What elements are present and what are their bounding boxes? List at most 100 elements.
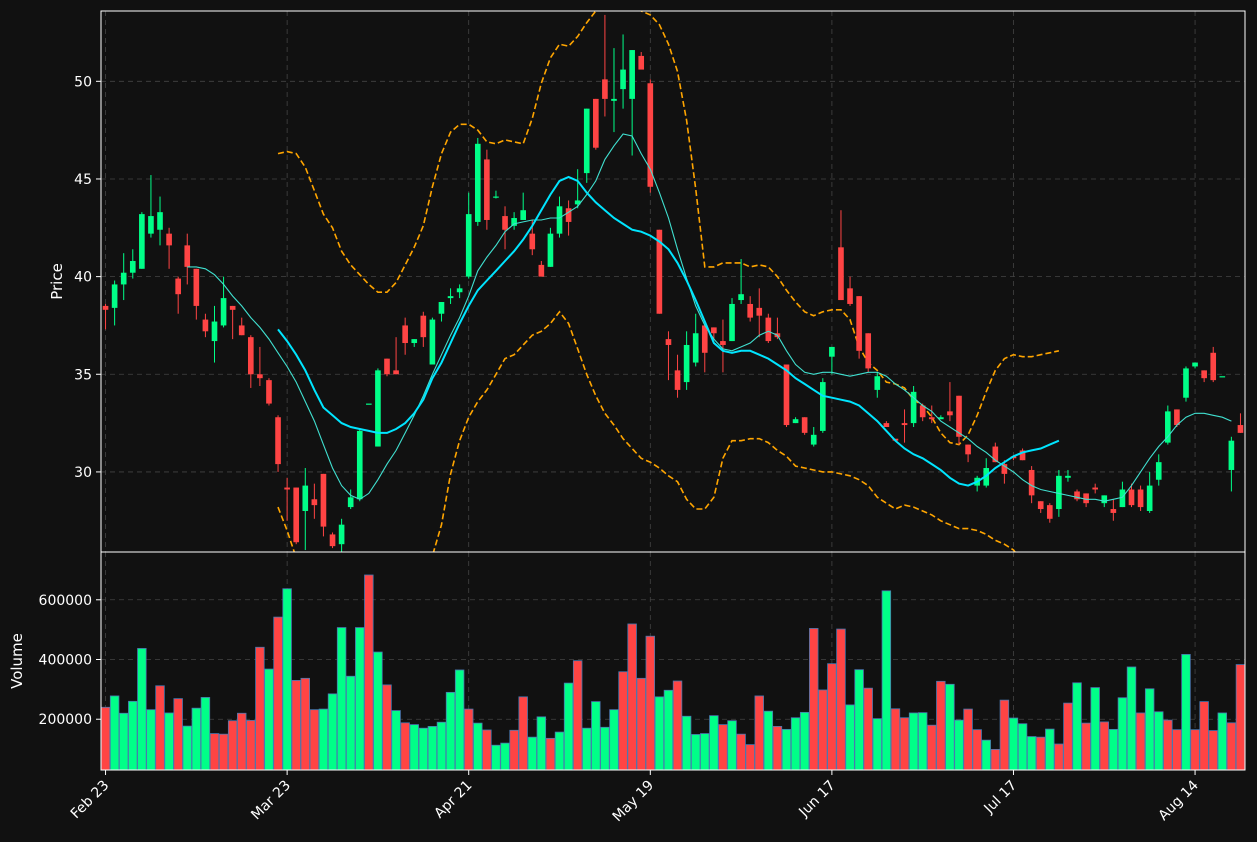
candle-body bbox=[247, 337, 254, 375]
volume-bar bbox=[218, 733, 229, 770]
candle bbox=[266, 378, 272, 406]
volume-bar bbox=[827, 663, 837, 770]
volume-bar bbox=[109, 695, 120, 770]
volume-bar bbox=[373, 651, 383, 770]
volume-bar bbox=[355, 627, 365, 770]
candle bbox=[583, 108, 590, 183]
candle-body bbox=[338, 524, 345, 545]
candle-body bbox=[302, 485, 309, 511]
volume-bar bbox=[718, 724, 728, 770]
price-panel: 30 35 40 45 50 Price bbox=[48, 10, 1246, 553]
volume-bar bbox=[345, 675, 356, 770]
volume-bar bbox=[881, 590, 892, 770]
candle bbox=[402, 317, 408, 355]
candle-body bbox=[783, 364, 790, 426]
candle bbox=[838, 210, 844, 301]
candle bbox=[1228, 436, 1235, 492]
candle-body bbox=[238, 325, 245, 336]
price-y-ticks: 30 35 40 45 50 bbox=[74, 74, 101, 481]
candle-body bbox=[257, 374, 263, 379]
price-y-tick-label: 30 bbox=[74, 465, 92, 481]
candle-body bbox=[838, 247, 844, 301]
candle-body bbox=[692, 333, 699, 363]
volume-bar bbox=[182, 725, 192, 770]
candle bbox=[1128, 483, 1135, 508]
candle bbox=[674, 354, 681, 398]
candle-body bbox=[1137, 489, 1144, 508]
volume-bar bbox=[1008, 717, 1019, 770]
candlesticks bbox=[102, 14, 1244, 552]
volume-bar bbox=[572, 660, 583, 770]
candle bbox=[129, 249, 136, 279]
candle bbox=[393, 337, 399, 375]
volume-bar bbox=[754, 695, 764, 770]
candle bbox=[175, 276, 181, 314]
candle-body bbox=[320, 473, 327, 527]
candle-body bbox=[538, 264, 545, 277]
candle-body bbox=[611, 98, 617, 101]
candle bbox=[538, 260, 545, 277]
candle-body bbox=[919, 405, 926, 418]
volume-bar bbox=[527, 736, 537, 770]
candle-body bbox=[502, 216, 508, 230]
candle-body bbox=[593, 98, 599, 148]
volume-bar bbox=[327, 693, 338, 770]
bollinger-lower-line bbox=[277, 310, 1017, 552]
volume-bar bbox=[1144, 688, 1155, 770]
candle bbox=[329, 532, 336, 549]
candle-body bbox=[366, 403, 372, 405]
candle-body bbox=[638, 55, 645, 70]
volume-bar bbox=[554, 731, 565, 770]
volume-bar bbox=[509, 729, 519, 770]
volume-bar bbox=[264, 668, 274, 770]
candle bbox=[574, 169, 581, 209]
volume-bar bbox=[545, 737, 556, 770]
volume-bar bbox=[191, 707, 202, 770]
candle bbox=[965, 444, 971, 463]
volume-bar bbox=[418, 727, 429, 770]
candle bbox=[1146, 471, 1153, 513]
candle-body bbox=[111, 284, 118, 308]
candle bbox=[1065, 469, 1071, 482]
volume-bar bbox=[118, 712, 129, 770]
candle bbox=[947, 382, 953, 422]
volume-bar bbox=[990, 748, 1001, 770]
candle bbox=[275, 415, 281, 472]
candle-body bbox=[883, 423, 890, 428]
candle-body bbox=[629, 50, 635, 99]
volume-bar bbox=[1126, 666, 1137, 770]
candle-body bbox=[1228, 440, 1235, 470]
candle-body bbox=[792, 419, 799, 424]
candle bbox=[420, 311, 427, 347]
candle bbox=[701, 325, 708, 373]
volume-bar bbox=[1190, 729, 1200, 770]
candle-body bbox=[447, 296, 454, 299]
candle-body bbox=[1056, 475, 1062, 510]
candle bbox=[484, 149, 490, 230]
volume-bar bbox=[654, 696, 665, 770]
volume-bar bbox=[164, 712, 174, 770]
candle bbox=[629, 50, 635, 156]
candle bbox=[992, 442, 999, 463]
candle bbox=[593, 98, 599, 150]
volume-bar bbox=[845, 704, 855, 770]
candle bbox=[157, 196, 163, 246]
candle-body bbox=[992, 446, 999, 463]
volume-bar bbox=[627, 623, 637, 770]
candle bbox=[520, 192, 527, 220]
candle-body bbox=[756, 307, 763, 316]
sma-long-line bbox=[277, 175, 1060, 487]
volume-bar bbox=[745, 744, 755, 770]
candle-body bbox=[356, 430, 363, 500]
candle bbox=[611, 48, 617, 133]
candle bbox=[139, 212, 145, 269]
volume-bar bbox=[1026, 736, 1037, 770]
volume-bar bbox=[763, 710, 774, 770]
candle bbox=[474, 137, 481, 226]
candle-body bbox=[1155, 462, 1162, 480]
candle bbox=[102, 303, 109, 330]
volume-bar bbox=[482, 729, 492, 770]
candle-body bbox=[1065, 475, 1071, 478]
volume-bar bbox=[209, 733, 220, 770]
volume-bar bbox=[563, 682, 574, 770]
